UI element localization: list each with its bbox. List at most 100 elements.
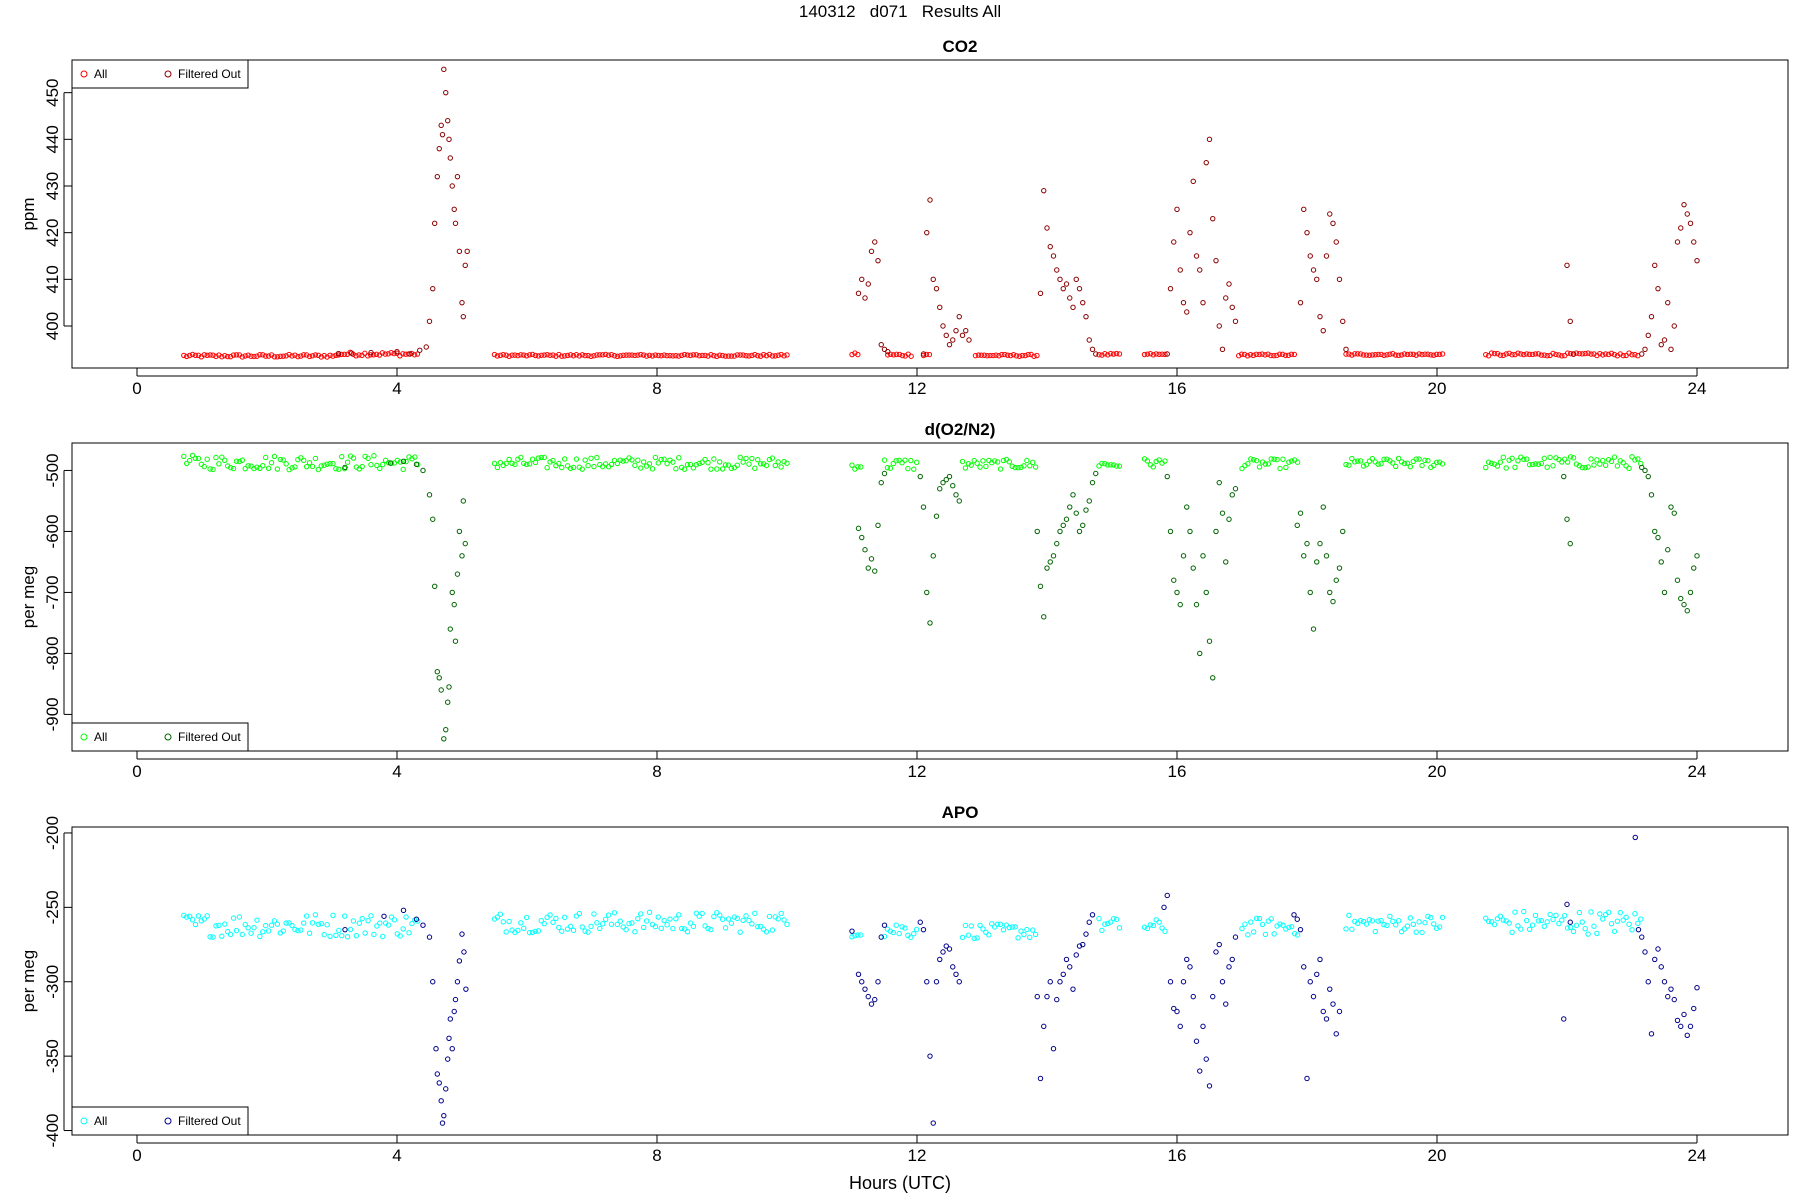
data-point xyxy=(1375,918,1381,924)
data-point xyxy=(1016,353,1023,359)
data-point xyxy=(432,220,438,227)
series-all xyxy=(181,349,1641,360)
data-point xyxy=(1645,332,1651,339)
data-point xyxy=(362,930,368,936)
data-point xyxy=(1080,522,1086,529)
data-point xyxy=(274,921,281,927)
data-point xyxy=(342,926,348,933)
data-point xyxy=(1013,353,1020,359)
data-point xyxy=(705,353,711,359)
data-point xyxy=(1518,926,1524,932)
data-point xyxy=(1037,1075,1044,1082)
data-point xyxy=(251,353,257,360)
data-point xyxy=(1564,516,1570,522)
data-point xyxy=(1521,908,1527,915)
data-point xyxy=(855,464,861,470)
data-point xyxy=(1147,922,1154,928)
data-point xyxy=(597,925,603,932)
data-point xyxy=(950,964,956,970)
data-point xyxy=(1491,350,1498,357)
data-point xyxy=(752,351,758,358)
data-point xyxy=(1180,979,1187,985)
data-point xyxy=(1171,239,1177,245)
data-point xyxy=(436,145,442,152)
data-point xyxy=(1060,971,1066,978)
data-point xyxy=(959,934,966,941)
x-tick-label: 0 xyxy=(132,1146,141,1165)
data-point xyxy=(327,933,333,939)
data-point xyxy=(629,920,635,926)
data-point xyxy=(189,351,196,358)
data-point xyxy=(1544,353,1550,359)
data-point xyxy=(1363,461,1370,468)
data-point xyxy=(1047,979,1053,985)
data-point xyxy=(1167,285,1174,292)
data-point xyxy=(917,473,923,480)
data-point xyxy=(409,920,415,927)
data-point xyxy=(257,465,263,471)
data-point xyxy=(1529,922,1536,928)
data-point xyxy=(1433,459,1440,466)
data-point xyxy=(454,571,461,577)
data-point xyxy=(920,504,927,510)
data-point xyxy=(1289,923,1295,930)
data-point xyxy=(1050,553,1057,559)
data-point xyxy=(573,352,580,358)
data-point xyxy=(884,464,891,471)
data-point xyxy=(1024,926,1030,933)
data-point xyxy=(687,920,694,926)
data-point xyxy=(236,914,243,920)
data-point xyxy=(1000,457,1007,464)
data-point xyxy=(983,463,989,470)
data-point xyxy=(295,353,301,360)
data-point xyxy=(899,352,906,359)
data-point xyxy=(1687,589,1694,596)
data-point xyxy=(1346,912,1352,918)
data-point xyxy=(1404,460,1411,466)
data-point xyxy=(1253,457,1260,464)
data-point xyxy=(987,352,993,359)
data-point xyxy=(1623,352,1629,359)
data-point xyxy=(1304,1075,1310,1082)
data-point xyxy=(1219,510,1226,516)
data-point xyxy=(658,353,664,359)
data-point xyxy=(849,351,855,358)
data-point xyxy=(1245,932,1251,938)
data-point xyxy=(1187,528,1193,535)
data-point xyxy=(600,921,606,927)
data-point xyxy=(734,462,740,468)
data-point xyxy=(585,352,591,359)
data-point xyxy=(1419,929,1425,936)
data-point xyxy=(763,462,770,469)
data-point xyxy=(184,460,190,467)
data-point xyxy=(975,352,982,358)
series-filtered-out xyxy=(342,834,1700,1126)
data-point xyxy=(1244,353,1251,359)
data-point xyxy=(946,473,953,480)
data-point xyxy=(443,726,449,733)
data-point xyxy=(582,352,588,359)
data-point xyxy=(356,352,362,358)
data-point xyxy=(283,461,289,467)
data-point xyxy=(1395,352,1402,359)
data-point xyxy=(1099,352,1105,358)
data-point xyxy=(280,353,286,359)
data-point xyxy=(676,912,682,918)
data-point xyxy=(1041,614,1047,620)
data-point xyxy=(1333,239,1339,245)
data-point xyxy=(1086,919,1092,925)
data-point xyxy=(965,932,972,938)
legend-marker xyxy=(80,70,88,78)
series-filtered-out xyxy=(335,66,1700,357)
data-point xyxy=(286,351,292,358)
data-point xyxy=(617,457,623,463)
data-point xyxy=(1190,565,1196,571)
data-point xyxy=(924,979,930,985)
data-point xyxy=(1210,215,1216,222)
data-point xyxy=(309,353,316,359)
data-point xyxy=(445,117,451,124)
data-point xyxy=(1550,350,1556,357)
data-point xyxy=(1617,351,1624,357)
data-point xyxy=(908,353,914,359)
data-point xyxy=(1156,351,1162,357)
